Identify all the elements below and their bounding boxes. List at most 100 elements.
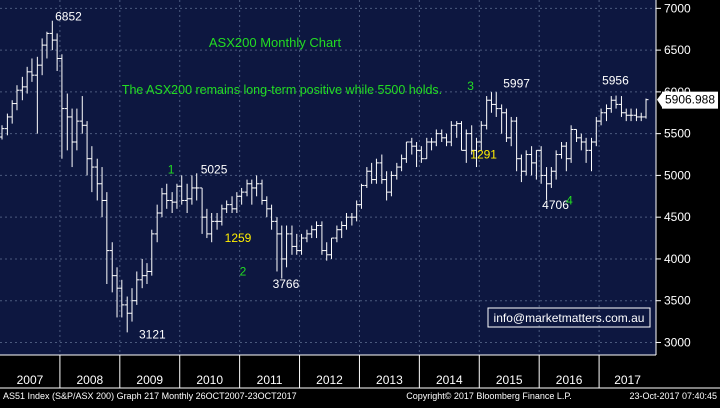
- ohlc-bar: [559, 142, 565, 159]
- annotation-label: 3766: [273, 277, 300, 291]
- ohlc-bar: [488, 92, 494, 113]
- footer-right: 23-Oct-2017 07:40:45: [629, 391, 717, 401]
- ohlc-bar: [284, 225, 290, 268]
- ohlc-bar: [149, 229, 155, 276]
- ohlc-bar: [184, 183, 190, 213]
- footer-center: Copyright© 2017 Bloomberg Finance L.P.: [406, 391, 572, 401]
- ohlc-bar: [499, 104, 505, 134]
- ohlc-bar: [214, 213, 220, 230]
- ohlc-bars: [0, 20, 649, 333]
- annotation-label: 5997: [503, 77, 530, 91]
- ohlc-bar: [544, 167, 550, 200]
- ohlc-bar: [19, 76, 25, 101]
- x-axis: 2007 2008 2009 2010 2011 2012 2013 2014 2015 2016…: [0, 354, 720, 389]
- annotation-label: 5025: [201, 162, 228, 176]
- x-tick-label-2012: 2012: [316, 373, 343, 387]
- ohlc-bar: [379, 154, 385, 184]
- ohlc-bar: [269, 204, 275, 230]
- ohlc-bar: [503, 108, 509, 142]
- ohlc-bar: [343, 213, 349, 230]
- x-tick-label-2014: 2014: [436, 373, 463, 387]
- ohlc-bar: [409, 137, 415, 155]
- x-tick-label-2016: 2016: [556, 373, 583, 387]
- y-tick-label-5500: 5500: [664, 127, 691, 141]
- ohlc-bar: [324, 242, 330, 261]
- ohlc-bar: [89, 146, 95, 193]
- ohlc-bar: [538, 146, 544, 184]
- ohlc-bar: [518, 154, 524, 183]
- ohlc-bar: [598, 108, 604, 126]
- watermark-text: info@marketmatters.com.au: [494, 311, 645, 325]
- ohlc-bar: [29, 58, 35, 82]
- ohlc-bar: [643, 98, 649, 119]
- footer: AS51 Index (S&P/ASX 200) Graph 217 Month…: [3, 391, 717, 401]
- ohlc-bar: [608, 96, 614, 113]
- ohlc-bar: [433, 129, 439, 147]
- ohlc-bar: [174, 183, 180, 209]
- ohlc-bar: [14, 85, 20, 111]
- annotation-label: 3: [467, 79, 474, 93]
- ohlc-bar: [309, 225, 315, 239]
- ohlc-bar: [144, 263, 150, 284]
- ohlc-bar: [568, 125, 574, 163]
- ohlc-bar: [179, 175, 185, 205]
- ohlc-bar: [154, 204, 160, 243]
- ohlc-bar: [199, 187, 205, 234]
- ohlc-bar: [109, 242, 115, 293]
- ohlc-bar: [299, 233, 305, 255]
- ohlc-bar: [164, 183, 170, 209]
- annotation-label: 4: [566, 194, 573, 208]
- ohlc-bar: [334, 225, 340, 243]
- annotation-label: 1291: [470, 148, 497, 162]
- ohlc-bar: [454, 121, 460, 138]
- ohlc-bar: [633, 108, 639, 122]
- ohlc-bar: [114, 267, 120, 318]
- ohlc-bar: [364, 167, 370, 188]
- ohlc-bar: [523, 150, 529, 176]
- ohlc-bar: [54, 33, 60, 71]
- ohlc-bar: [239, 187, 245, 205]
- ohlc-bar: [349, 213, 355, 226]
- ohlc-bar: [64, 93, 70, 151]
- ohlc-bar: [448, 121, 454, 147]
- ohlc-bar: [373, 158, 379, 184]
- ohlc-bar: [414, 142, 420, 168]
- ohlc-bar: [304, 229, 310, 243]
- ohlc-bar: [49, 20, 55, 51]
- y-tick-label-4000: 4000: [664, 252, 691, 266]
- ohlc-bar: [388, 171, 394, 197]
- ohlc-bar: [399, 154, 405, 172]
- ohlc-bar: [354, 200, 360, 222]
- ohlc-bar: [603, 104, 609, 122]
- ohlc-bar: [294, 233, 300, 255]
- ohlc-bar: [209, 213, 215, 243]
- ohlc-bar: [24, 66, 30, 94]
- ohlc-bar: [84, 121, 90, 176]
- last-value-marker: 5906.988: [657, 91, 718, 109]
- ohlc-bar: [69, 108, 75, 168]
- ohlc-bar: [189, 175, 195, 205]
- ohlc-bar: [264, 196, 270, 218]
- ohlc-bar: [583, 137, 589, 163]
- ohlc-bar: [274, 217, 280, 272]
- ohlc-bar: [394, 162, 400, 180]
- ohlc-bar: [429, 137, 435, 151]
- y-tick-label-5000: 5000: [664, 168, 691, 182]
- ohlc-bar: [418, 146, 424, 163]
- y-tick-label-3000: 3000: [664, 335, 691, 349]
- last-value-arrow: [657, 91, 663, 109]
- ohlc-bar: [44, 31, 50, 59]
- annotation-label: 1259: [225, 231, 252, 245]
- ohlc-bar: [403, 141, 409, 163]
- ohlc-bar: [369, 162, 375, 184]
- ohlc-bar: [244, 179, 250, 197]
- ohlc-bar: [563, 142, 569, 172]
- ohlc-bar: [319, 221, 325, 255]
- ohlc-bar: [79, 96, 85, 134]
- x-tick-label-2008: 2008: [77, 373, 104, 387]
- ohlc-bar: [314, 221, 320, 239]
- ohlc-bar: [469, 125, 475, 155]
- watermark: info@marketmatters.com.au: [487, 307, 651, 328]
- y-tick-label-7000: 7000: [664, 1, 691, 15]
